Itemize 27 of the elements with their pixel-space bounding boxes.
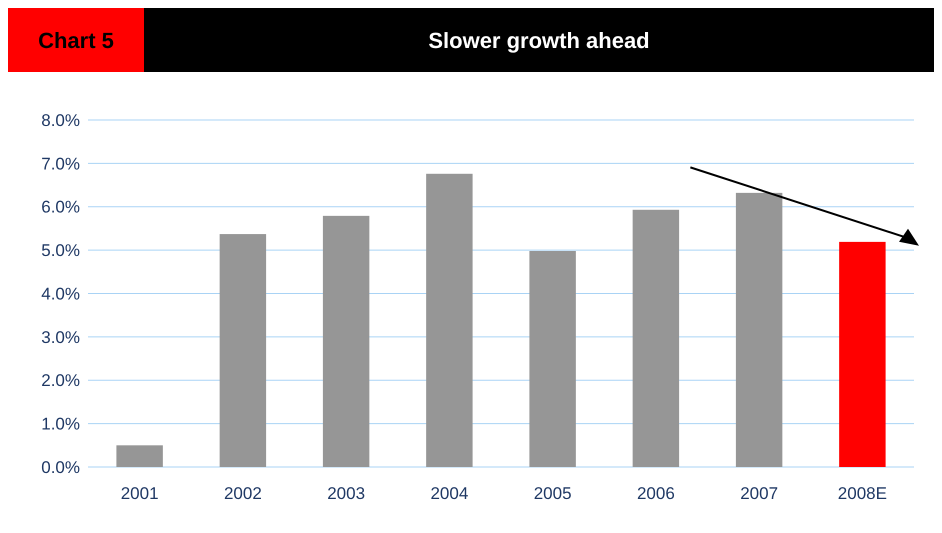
y-tick-label: 4.0% (41, 284, 80, 304)
bar (220, 234, 266, 467)
x-tick-label: 2007 (740, 484, 778, 503)
x-tick-label: 2008E (838, 484, 887, 503)
x-tick-label: 2004 (430, 484, 468, 503)
bar (632, 210, 680, 467)
bar (736, 192, 782, 467)
x-tick-label: 2001 (120, 484, 159, 503)
bar (322, 216, 370, 467)
x-tick-label: 2003 (327, 484, 366, 503)
y-tick-label: 7.0% (41, 154, 80, 174)
chart-title: Slower growth ahead (428, 28, 650, 53)
y-tick-label: 2.0% (41, 371, 80, 390)
bar (116, 445, 163, 467)
y-tick-label: 3.0% (41, 328, 80, 347)
bar (426, 174, 473, 467)
x-tick-label: 2006 (636, 484, 675, 503)
y-tick-label: 5.0% (41, 241, 80, 260)
bar (839, 242, 886, 467)
bar (529, 250, 576, 467)
x-tick-label: 2005 (534, 484, 572, 503)
y-tick-label: 1.0% (41, 414, 80, 434)
y-tick-label: 6.0% (41, 198, 80, 217)
caption: Chart 5 (38, 28, 114, 53)
y-tick-label: 8.0% (41, 110, 80, 130)
x-tick-label: 2002 (224, 484, 262, 503)
y-tick-label: 0.0% (41, 458, 80, 477)
